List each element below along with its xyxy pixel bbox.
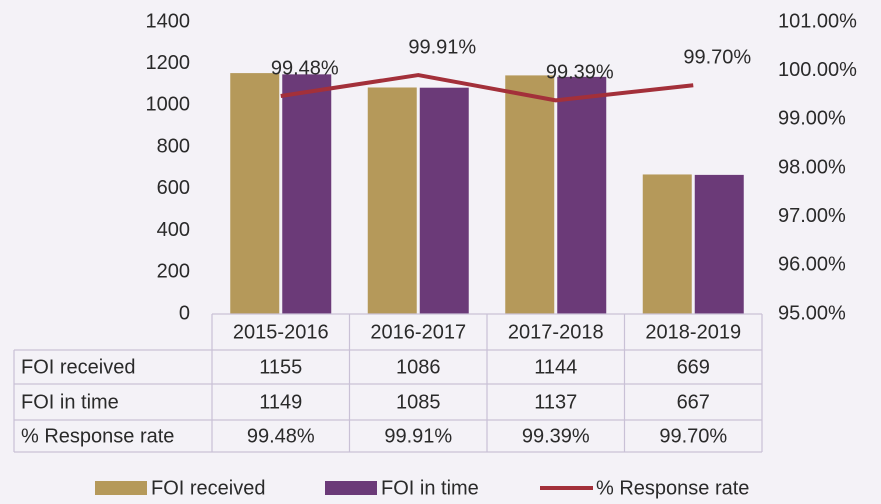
x-tick-label: 2015-2016 (233, 321, 329, 343)
legend-label: % Response rate (596, 477, 749, 499)
bar (230, 73, 280, 314)
table-cell: 667 (677, 391, 710, 413)
y-tick-label: 1200 (146, 52, 191, 74)
table-cell: 669 (677, 356, 710, 378)
table-cell: 99.48% (247, 425, 315, 447)
data-label: 99.39% (546, 62, 614, 84)
bar (694, 174, 744, 314)
table-cell: 1137 (534, 391, 577, 413)
bar (367, 87, 417, 315)
table-row-header: FOI in time (21, 391, 119, 413)
data-label: 99.91% (408, 36, 476, 58)
bar (505, 75, 555, 314)
y2-tick-label: 96.00% (778, 254, 846, 276)
y2-tick-label: 95.00% (778, 302, 846, 324)
y-tick-label: 0 (179, 302, 190, 324)
bar (282, 74, 332, 314)
bar (419, 87, 469, 314)
y-tick-label: 1000 (146, 94, 191, 116)
data-label: 99.48% (271, 57, 339, 79)
y2-tick-label: 100.00% (778, 59, 857, 81)
y2-tick-label: 101.00% (778, 10, 857, 32)
legend-label: FOI received (151, 477, 265, 499)
table-cell: 1086 (396, 356, 441, 378)
y-tick-label: 200 (157, 261, 190, 283)
y2-tick-label: 98.00% (778, 156, 846, 178)
response-line (280, 73, 694, 103)
table-cell: 1144 (534, 356, 577, 378)
bar (642, 174, 692, 314)
legend-swatch (325, 481, 377, 495)
table-cell: 1149 (259, 391, 302, 413)
table-row-header: % Response rate (21, 425, 174, 447)
y-tick-label: 400 (157, 219, 190, 241)
bar (557, 76, 607, 315)
table-cell: 99.39% (522, 425, 590, 447)
table-cell: 1085 (396, 391, 441, 413)
y-tick-label: 800 (157, 135, 190, 157)
table-cell: 99.70% (659, 425, 727, 447)
table-cell: 99.91% (384, 425, 452, 447)
table-row-header: FOI received (21, 356, 135, 378)
legend-swatch (95, 481, 147, 495)
table-cell: 1155 (259, 356, 302, 378)
y-tick-label: 1400 (146, 10, 191, 32)
y2-tick-label: 99.00% (778, 108, 846, 130)
x-tick-label: 2018-2019 (645, 321, 741, 343)
data-label: 99.70% (683, 47, 751, 69)
x-tick-label: 2017-2018 (508, 321, 604, 343)
x-tick-label: 2016-2017 (370, 321, 466, 343)
y-tick-label: 600 (157, 177, 190, 199)
legend-label: FOI in time (381, 477, 479, 499)
y2-tick-label: 97.00% (778, 205, 846, 227)
